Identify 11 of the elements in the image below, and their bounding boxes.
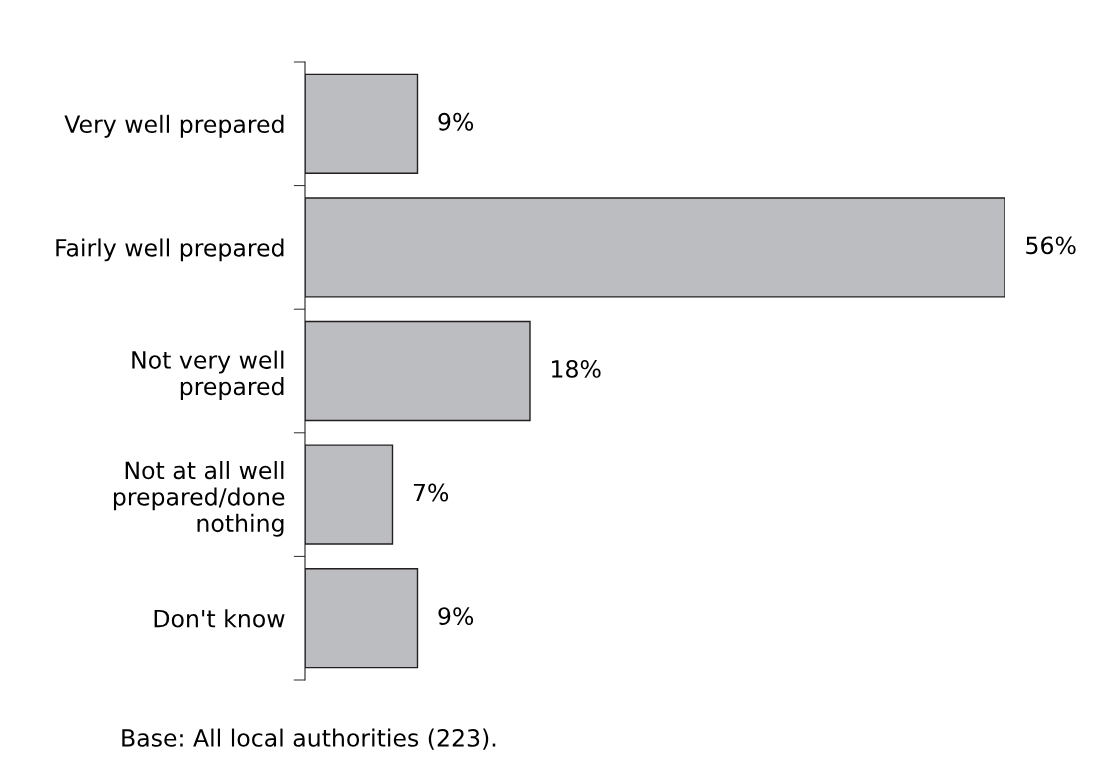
y-tick-label: Fairly well prepared — [56, 238, 284, 262]
data-label: 9% — [438, 112, 474, 131]
data-label: 9% — [438, 607, 474, 626]
y-tick-label: Don't know — [154, 609, 285, 628]
data-label: 56% — [1026, 236, 1076, 255]
y-tick-label: Very well prepared — [64, 114, 284, 138]
y-tick-label: Not at all well prepared/done nothing — [113, 460, 285, 537]
text: Base: All local authorities (223). — [122, 728, 496, 750]
y-tick-label: Not very well prepared — [132, 350, 284, 400]
data-label: 18% — [552, 359, 601, 378]
data-label: 7% — [413, 483, 449, 502]
